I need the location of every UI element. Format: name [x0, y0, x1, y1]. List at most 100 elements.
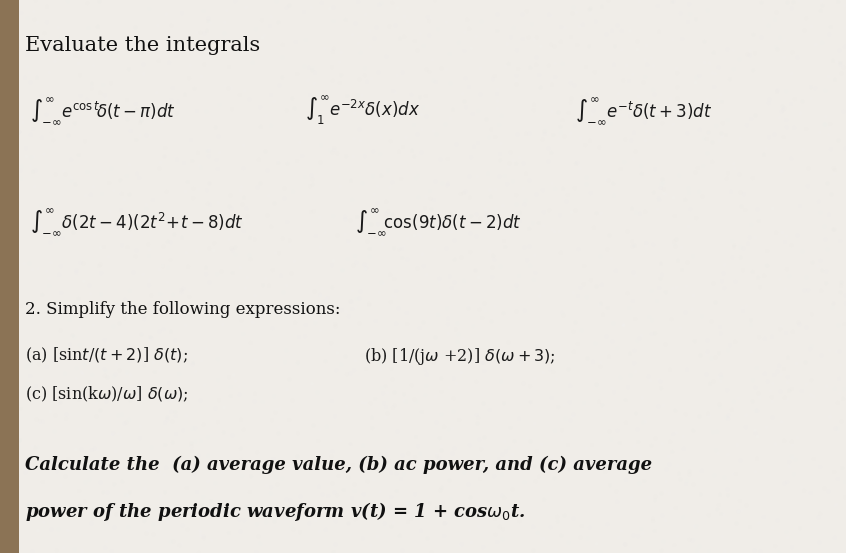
Point [254, 179, 267, 188]
Point [133, 434, 146, 443]
Point [123, 160, 136, 169]
Point [786, 48, 799, 56]
Point [746, 174, 760, 182]
Point [122, 415, 135, 424]
Point [294, 528, 307, 536]
Point [190, 247, 204, 255]
Point [156, 118, 169, 127]
Point [770, 8, 783, 17]
Point [524, 382, 537, 391]
Point [177, 397, 190, 406]
Point [454, 190, 468, 199]
Point [827, 335, 840, 344]
Point [386, 178, 399, 187]
Point [96, 81, 110, 90]
Point [175, 131, 189, 139]
Point [640, 238, 653, 247]
Point [371, 79, 384, 87]
Point [244, 255, 257, 264]
Point [530, 33, 544, 42]
Point [470, 32, 483, 40]
Point [654, 384, 667, 393]
Point [260, 481, 273, 489]
Point [640, 53, 654, 61]
Point [442, 383, 456, 392]
Point [340, 57, 354, 66]
Point [24, 441, 37, 450]
Point [805, 94, 818, 103]
Point [8, 247, 22, 256]
Point [104, 385, 118, 394]
Point [398, 172, 411, 181]
Point [364, 43, 377, 51]
Point [351, 69, 365, 77]
Point [334, 436, 348, 445]
Point [802, 452, 816, 461]
Point [327, 145, 341, 154]
Point [483, 247, 497, 256]
Point [118, 314, 132, 323]
Point [327, 108, 340, 117]
Point [789, 311, 803, 320]
Point [556, 60, 569, 69]
Point [375, 0, 388, 8]
Point [264, 489, 277, 498]
Point [77, 259, 91, 268]
Point [561, 191, 574, 200]
Point [98, 365, 112, 374]
Point [477, 367, 491, 375]
Point [389, 186, 403, 195]
Point [91, 399, 104, 408]
Point [126, 247, 140, 255]
Point [547, 276, 560, 285]
Point [827, 164, 841, 173]
Point [100, 94, 113, 103]
Point [294, 492, 307, 501]
Point [468, 464, 481, 473]
Point [375, 384, 388, 393]
Point [222, 202, 236, 211]
Point [832, 0, 845, 6]
Point [801, 182, 815, 191]
Point [112, 429, 125, 438]
Point [252, 461, 266, 470]
Point [212, 446, 225, 455]
Point [319, 357, 332, 366]
Point [124, 397, 137, 405]
Point [0, 473, 10, 482]
Point [105, 546, 118, 553]
Point [261, 166, 274, 175]
Point [212, 101, 226, 109]
Point [3, 494, 17, 503]
Point [342, 312, 355, 321]
Point [751, 217, 765, 226]
Point [311, 114, 325, 123]
Point [836, 62, 846, 71]
Point [545, 394, 558, 403]
Point [805, 310, 819, 319]
Point [673, 292, 686, 301]
Point [583, 144, 596, 153]
Point [330, 366, 343, 374]
Point [732, 507, 745, 516]
Point [431, 452, 444, 461]
Point [363, 27, 376, 35]
Point [56, 322, 69, 331]
Point [82, 24, 96, 33]
Text: power of the periodic waveform v(t) = 1 + cos$\omega_0$t.: power of the periodic waveform v(t) = 1 … [25, 500, 526, 524]
Point [741, 73, 755, 82]
Point [74, 445, 88, 454]
Point [382, 22, 396, 31]
Point [380, 53, 393, 61]
Point [487, 255, 501, 264]
Point [239, 3, 253, 12]
Point [531, 111, 545, 119]
Point [768, 130, 782, 139]
Point [450, 379, 464, 388]
Point [516, 35, 530, 44]
Point [85, 79, 99, 88]
Point [778, 153, 792, 162]
Point [616, 111, 629, 119]
Point [535, 440, 548, 448]
Point [101, 488, 114, 497]
